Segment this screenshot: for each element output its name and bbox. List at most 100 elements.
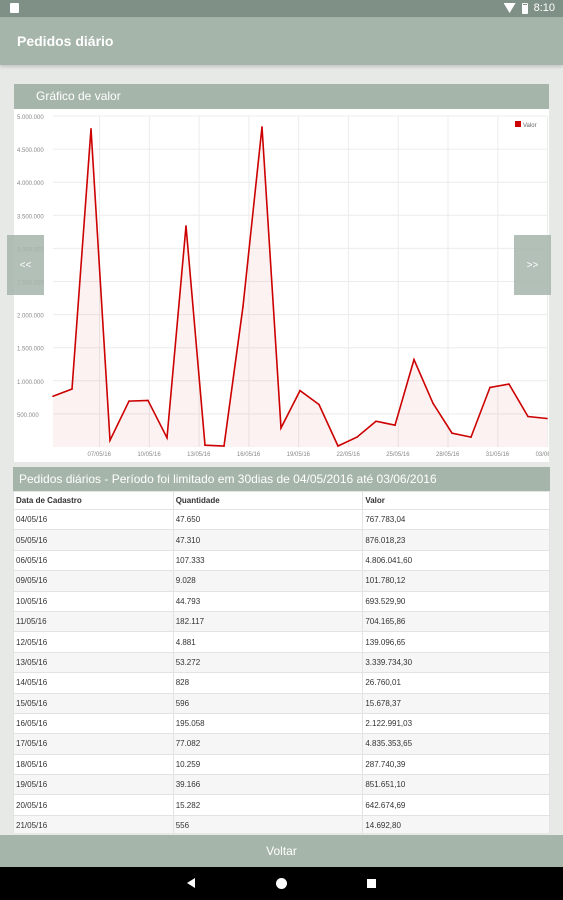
column-header-date: Data de Cadastro — [13, 491, 174, 510]
data-point — [451, 432, 453, 434]
x-tick-label: 03/06 — [536, 452, 549, 458]
data-point — [71, 388, 73, 390]
table-row: 06/05/16 107.333 4.806.041,60 — [13, 549, 550, 572]
data-point — [242, 305, 244, 308]
system-nav-bar — [0, 867, 563, 900]
cell-date: 04/05/16 — [13, 508, 174, 531]
x-tick-label: 07/05/16 — [88, 452, 112, 458]
cell-quantity: 15.282 — [172, 794, 364, 816]
orders-table: Data de Cadastro Quantidade Valor 04/05/… — [13, 491, 550, 833]
y-tick-label: 2.000.000 — [17, 314, 44, 320]
data-point — [166, 437, 168, 439]
cell-value: 4.835.353,65 — [362, 733, 550, 755]
table-row: 04/05/16 47.650 767.783,04 — [13, 508, 550, 531]
table-row: 13/05/16 53.272 3.339.734,30 — [13, 651, 550, 674]
data-point — [432, 402, 434, 405]
cell-date: 05/05/16 — [13, 529, 174, 551]
table-row: 17/05/16 77.082 4.835.353,65 — [13, 733, 550, 755]
status-bar: 8:10 — [0, 0, 563, 17]
cell-date: 18/05/16 — [13, 753, 174, 776]
x-tick-label: 16/05/16 — [237, 452, 261, 458]
notification-icon — [10, 3, 19, 13]
data-point — [489, 386, 491, 389]
data-point — [337, 445, 339, 447]
app-bar: Pedidos diário — [0, 17, 563, 65]
x-tick-label: 22/05/16 — [336, 452, 360, 458]
cell-date: 06/05/16 — [13, 549, 174, 572]
cell-quantity: 39.166 — [172, 774, 364, 796]
data-point — [261, 126, 263, 128]
cell-quantity: 182.117 — [172, 610, 364, 633]
cell-quantity: 47.650 — [172, 508, 364, 531]
chart-card: Gráfico de valor 5.000.000 4.500.000 4.000… — [14, 84, 549, 462]
series-area-valor — [53, 126, 547, 448]
cell-value: 15.678,37 — [362, 692, 550, 714]
back-nav-icon[interactable] — [187, 878, 195, 888]
table-row: 19/05/16 39.166 851.651,10 — [13, 774, 550, 796]
data-point — [527, 415, 529, 418]
cell-value: 693.529,90 — [362, 590, 550, 612]
cell-quantity: 47.310 — [172, 529, 364, 551]
data-point — [204, 444, 206, 447]
cell-value: 4.806.041,60 — [362, 549, 550, 572]
data-point — [356, 436, 358, 438]
table-card-title: Pedidos diários - Período foi limitado e… — [13, 467, 550, 491]
cell-date: 19/05/16 — [13, 774, 174, 796]
data-point — [375, 420, 377, 423]
cell-value: 851.651,10 — [362, 774, 550, 796]
cell-quantity: 10.259 — [172, 753, 364, 776]
y-tick-label: 3.500.000 — [17, 214, 44, 220]
wifi-icon — [503, 3, 516, 13]
x-tick-label: 25/05/16 — [386, 452, 410, 458]
cell-value: 139.096,65 — [362, 631, 550, 653]
status-time: 8:10 — [533, 2, 555, 14]
y-tick-label: 4.500.000 — [17, 148, 44, 154]
cell-date: 16/05/16 — [13, 712, 174, 735]
cell-date: 20/05/16 — [13, 794, 174, 816]
previous-period-button[interactable]: << — [7, 235, 44, 295]
cell-date: 21/05/16 — [13, 814, 174, 833]
data-point — [470, 436, 472, 438]
cell-value: 704.165,86 — [362, 610, 550, 633]
cell-date: 11/05/16 — [13, 610, 174, 633]
table-row: 12/05/16 4.881 139.096,65 — [13, 631, 550, 653]
table-row: 09/05/16 9.028 101.780,12 — [13, 570, 550, 592]
back-button[interactable]: Voltar — [0, 835, 563, 867]
cell-quantity: 596 — [172, 692, 364, 714]
next-period-button[interactable]: >> — [514, 235, 551, 295]
legend-swatch — [515, 121, 521, 127]
cell-value: 26.760,01 — [362, 672, 550, 694]
chart-card-title: Gráfico de valor — [14, 84, 549, 109]
cell-quantity: 44.793 — [172, 590, 364, 612]
cell-value: 101.780,12 — [362, 570, 550, 592]
cell-quantity: 9.028 — [172, 570, 364, 592]
home-nav-icon[interactable] — [276, 878, 287, 889]
recents-nav-icon[interactable] — [367, 879, 376, 888]
data-point — [185, 225, 187, 227]
table-row: 14/05/16 828 26.760,01 — [13, 672, 550, 694]
cell-value: 2.122.991,03 — [362, 712, 550, 735]
legend-label: Valor — [523, 123, 537, 129]
cell-quantity: 107.333 — [172, 549, 364, 572]
cell-quantity: 195.058 — [172, 712, 364, 735]
y-tick-label: 4.000.000 — [17, 181, 44, 187]
column-header-value: Valor — [362, 491, 550, 510]
cell-date: 12/05/16 — [13, 631, 174, 653]
cell-quantity: 828 — [172, 672, 364, 694]
cell-value: 14.692,80 — [362, 814, 550, 833]
y-tick-label: 1.000.000 — [17, 380, 44, 386]
data-point — [280, 427, 282, 429]
x-tick-label: 13/05/16 — [187, 452, 211, 458]
cell-date: 13/05/16 — [13, 651, 174, 674]
x-tick-label: 28/05/16 — [436, 452, 460, 458]
table-row: 11/05/16 182.117 704.165,86 — [13, 610, 550, 633]
battery-icon — [521, 2, 528, 14]
y-tick-label: 5.000.000 — [17, 115, 44, 121]
cell-date: 09/05/16 — [13, 570, 174, 592]
data-point — [109, 439, 111, 442]
cell-quantity: 53.272 — [172, 651, 364, 674]
table-row: 10/05/16 44.793 693.529,90 — [13, 590, 550, 612]
cell-date: 10/05/16 — [13, 590, 174, 612]
table-row: 15/05/16 596 15.678,37 — [13, 692, 550, 714]
data-point — [128, 400, 130, 402]
